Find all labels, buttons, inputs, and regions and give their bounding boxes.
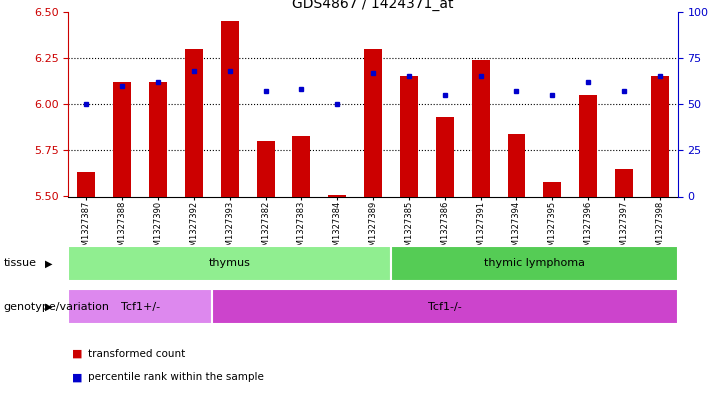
Bar — [221, 21, 239, 196]
Bar — [391, 246, 678, 281]
Text: thymic lymphoma: thymic lymphoma — [484, 258, 585, 268]
Bar — [579, 95, 597, 196]
Bar — [400, 76, 418, 196]
Text: ▶: ▶ — [45, 258, 53, 268]
Text: tissue: tissue — [4, 258, 37, 268]
Text: transformed count: transformed count — [88, 349, 185, 359]
Text: percentile rank within the sample: percentile rank within the sample — [88, 372, 264, 382]
Bar — [508, 134, 526, 196]
Bar — [68, 246, 391, 281]
Bar — [293, 136, 311, 196]
Bar — [544, 182, 561, 196]
Bar — [113, 82, 131, 196]
Bar — [149, 82, 167, 196]
Bar — [68, 289, 212, 324]
Text: ■: ■ — [72, 349, 83, 359]
Text: Tcf1-/-: Tcf1-/- — [428, 301, 461, 312]
Bar — [185, 49, 203, 196]
Bar — [364, 49, 382, 196]
Bar — [651, 76, 669, 196]
Text: thymus: thymus — [209, 258, 251, 268]
Text: Tcf1+/-: Tcf1+/- — [120, 301, 160, 312]
Text: genotype/variation: genotype/variation — [4, 301, 110, 312]
Bar — [328, 195, 346, 196]
Bar — [77, 173, 95, 196]
Bar — [257, 141, 275, 196]
Title: GDS4867 / 1424371_at: GDS4867 / 1424371_at — [293, 0, 454, 11]
Text: ■: ■ — [72, 372, 83, 382]
Bar — [472, 60, 490, 196]
Bar — [615, 169, 633, 196]
Bar — [212, 289, 678, 324]
Text: ▶: ▶ — [45, 301, 53, 312]
Bar — [435, 117, 454, 196]
